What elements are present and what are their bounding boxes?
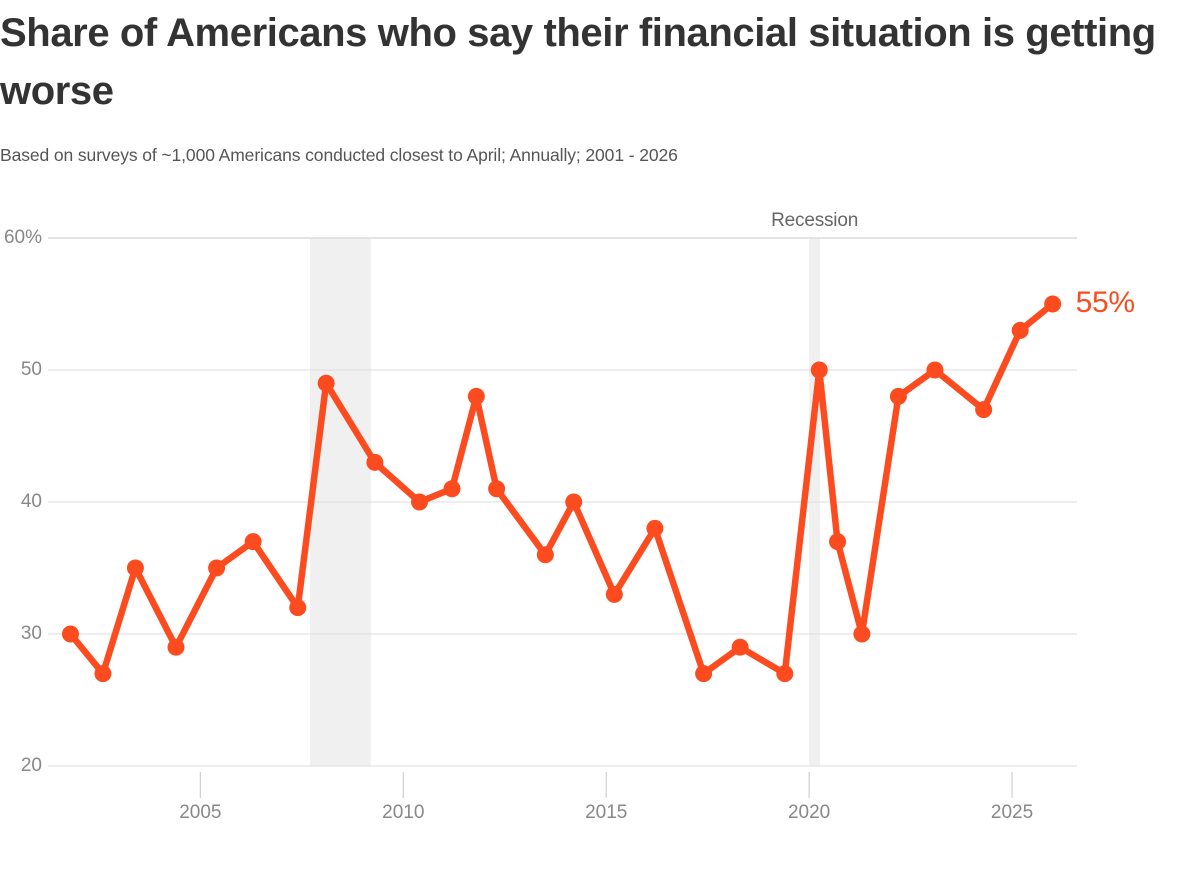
y-axis-tick-label: 20 [20,755,42,776]
data-point-marker[interactable] [975,401,993,419]
series-line [67,300,1056,677]
data-point-marker[interactable] [317,374,335,392]
data-point-marker[interactable] [467,387,485,405]
data-point-marker[interactable] [695,665,713,683]
data-point-marker[interactable] [810,361,828,379]
data-point-marker[interactable] [889,387,907,405]
data-point-marker[interactable] [366,453,384,471]
recession-annotation-label: Recession [771,210,859,231]
data-point-marker[interactable] [289,599,307,617]
data-point-marker[interactable] [411,493,429,511]
data-line [67,300,1056,677]
data-point-marker[interactable] [488,480,506,498]
x-axis-tick-label: 2010 [382,802,425,823]
data-point-marker[interactable] [167,638,185,656]
gridlines [48,237,1077,767]
data-point-marker[interactable] [208,559,226,577]
data-point-marker[interactable] [776,665,794,683]
data-point-marker[interactable] [829,533,847,551]
data-point-marker[interactable] [565,493,583,511]
end-value-label: 55% [1075,286,1135,319]
x-axis-tick-label: 2005 [179,802,222,823]
data-point-marker[interactable] [605,585,623,603]
data-point-marker[interactable] [853,625,871,643]
data-point-marker[interactable] [443,480,461,498]
data-point-marker[interactable] [646,519,664,537]
y-axis-tick-label: 50 [20,359,42,380]
data-markers [61,295,1062,683]
data-point-marker[interactable] [61,625,79,643]
data-point-marker[interactable] [1044,295,1062,313]
x-axis-tick-label: 2025 [990,802,1034,823]
data-point-marker[interactable] [926,361,944,379]
data-point-marker[interactable] [536,546,554,564]
data-point-marker[interactable] [126,559,144,577]
data-point-marker[interactable] [94,665,112,683]
chart-subtitle: Based on surveys of ~1,000 Americans con… [0,145,678,165]
y-axis-tick-label: 60% [3,227,42,248]
data-point-marker[interactable] [244,533,262,551]
x-axis-tick-label: 2015 [585,802,628,823]
x-axis-ticks [199,772,1013,798]
y-axis-tick-label: 40 [20,491,42,512]
data-point-marker[interactable] [1011,321,1029,339]
y-axis-tick-label: 30 [20,623,42,644]
data-point-marker[interactable] [731,638,749,656]
x-axis-tick-label: 2020 [787,802,831,823]
page-title: Share of Americans who say their financi… [0,11,1167,113]
